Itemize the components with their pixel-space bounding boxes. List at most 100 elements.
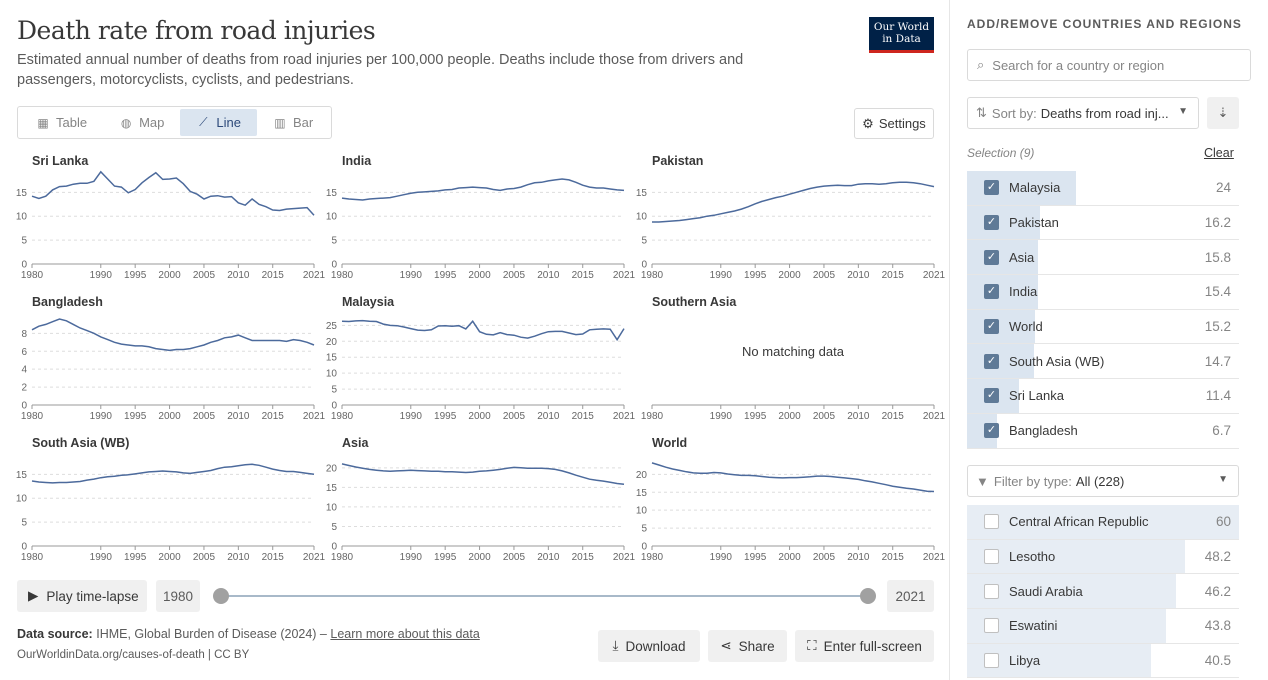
- x-tick-label: 1990: [90, 270, 113, 281]
- panel-title-southern-asia: Southern Asia: [652, 295, 737, 309]
- learn-more-link[interactable]: Learn more about this data: [330, 627, 480, 641]
- entity-value: 48.2: [1204, 549, 1231, 565]
- filter-dropdown[interactable]: ▼ Filter by type: All (228) ▼: [967, 465, 1239, 497]
- settings-button[interactable]: ⚙ Settings: [854, 108, 934, 139]
- search-input[interactable]: ⌕ Search for a country or region: [967, 49, 1251, 81]
- tab-map[interactable]: ◍ Map: [103, 109, 180, 136]
- x-tick-label: 1995: [744, 552, 767, 563]
- play-label: Play time-lapse: [46, 588, 139, 604]
- list-item[interactable]: ✓ Asia 15.8: [967, 240, 1239, 276]
- list-item[interactable]: Eswatini 43.8: [967, 609, 1239, 644]
- checkbox[interactable]: ✓: [984, 423, 999, 439]
- list-item[interactable]: ✓ Bangladesh 6.7: [967, 413, 1239, 449]
- list-item[interactable]: Central African Republic 60: [967, 505, 1239, 540]
- y-tick-label: 10: [16, 494, 28, 505]
- share-button[interactable]: ⋖ Share: [708, 630, 787, 662]
- x-tick-label: 2010: [227, 552, 250, 563]
- entity-name: Sri Lanka: [1009, 388, 1064, 404]
- download-button[interactable]: ⤓ Download: [598, 630, 700, 662]
- checkbox[interactable]: ✓: [984, 215, 999, 231]
- x-tick-label: 2000: [778, 411, 801, 422]
- list-item[interactable]: ✓ Sri Lanka 11.4: [967, 379, 1239, 414]
- panel-title-asia: Asia: [342, 436, 369, 450]
- x-tick-label: 2015: [572, 552, 595, 563]
- x-tick-label: 2000: [778, 552, 801, 563]
- end-year-handle[interactable]: [860, 588, 876, 604]
- x-tick-label: 1995: [434, 552, 457, 563]
- panel-heading: ADD/REMOVE COUNTRIES AND REGIONS: [967, 17, 1242, 31]
- entity-selector-panel: ADD/REMOVE COUNTRIES AND REGIONS ⌕ Searc…: [951, 0, 1268, 680]
- play-timelapse-button[interactable]: ▶ Play time-lapse: [17, 580, 147, 612]
- x-tick-label: 2021: [923, 411, 946, 422]
- x-tick-label: 1980: [21, 552, 44, 563]
- sort-dropdown[interactable]: ⇅ Sort by: Deaths from road inj... ▼: [967, 97, 1199, 129]
- x-tick-label: 2021: [303, 270, 326, 281]
- x-tick-label: 2015: [572, 270, 595, 281]
- x-tick-label: 2010: [227, 411, 250, 422]
- series-line-india: [341, 178, 625, 201]
- checkbox[interactable]: [984, 653, 999, 669]
- checkbox[interactable]: ✓: [984, 284, 999, 300]
- x-tick-label: 1990: [90, 552, 113, 563]
- y-tick-label: 8: [21, 329, 27, 340]
- entity-value: 24: [1215, 180, 1231, 196]
- list-item[interactable]: Saudi Arabia 46.2: [967, 574, 1239, 610]
- x-tick-label: 2000: [158, 270, 181, 281]
- y-tick-label: 5: [21, 518, 27, 529]
- x-tick-label: 2010: [227, 270, 250, 281]
- data-source: Data source: IHME, Global Burden of Dise…: [17, 627, 480, 641]
- checkbox[interactable]: ✓: [984, 319, 999, 335]
- y-tick-label: 0: [21, 260, 27, 271]
- clear-selection-link[interactable]: Clear: [1204, 146, 1234, 160]
- value-bar: [967, 344, 1034, 379]
- y-tick-label: 5: [21, 236, 27, 247]
- x-tick-label: 2021: [303, 411, 326, 422]
- download-icon: ⤓: [612, 638, 619, 653]
- panel-title-world: World: [652, 436, 687, 450]
- x-tick-label: 1990: [400, 411, 423, 422]
- fullscreen-button[interactable]: ⛶ Enter full-screen: [795, 630, 934, 662]
- checkbox[interactable]: [984, 549, 999, 565]
- owid-logo[interactable]: Our World in Data: [869, 17, 934, 53]
- x-tick-label: 1990: [90, 411, 113, 422]
- y-tick-label: 6: [21, 347, 27, 358]
- tab-bar-label: Bar: [292, 115, 314, 130]
- series-line-pakistan: [652, 181, 935, 223]
- list-item[interactable]: ✓ Pakistan 16.2: [967, 205, 1239, 241]
- selected-list: ✓ Malaysia 24 ✓ Pakistan 16.2 ✓ Asia 15.8 ✓ India 1…: [967, 171, 1239, 449]
- list-item[interactable]: Lesotho 48.2: [967, 539, 1239, 575]
- checkbox[interactable]: ✓: [984, 180, 999, 196]
- list-item[interactable]: ✓ World 15.2: [967, 309, 1239, 345]
- x-tick-label: 2015: [882, 411, 905, 422]
- x-tick-label: 2005: [503, 270, 526, 281]
- list-item[interactable]: ✓ South Asia (WB) 14.7: [967, 344, 1239, 380]
- checkbox[interactable]: [984, 618, 999, 634]
- checkbox[interactable]: ✓: [984, 353, 999, 369]
- x-tick-label: 2015: [882, 552, 905, 563]
- globe-icon: ◍: [120, 115, 132, 130]
- checkbox[interactable]: ✓: [984, 249, 999, 265]
- tab-line[interactable]: ⟋ Line: [180, 109, 257, 136]
- list-item[interactable]: ✓ India 15.4: [967, 275, 1239, 310]
- checkbox[interactable]: ✓: [984, 388, 999, 404]
- filter-value: All (228): [1075, 473, 1125, 489]
- timeline-track[interactable]: [221, 595, 868, 597]
- tab-table[interactable]: ▦ Table: [20, 109, 103, 136]
- sort-order-button[interactable]: ⇣: [1207, 97, 1239, 129]
- list-item[interactable]: ✓ Malaysia 24: [967, 171, 1239, 206]
- x-tick-label: 2005: [193, 411, 216, 422]
- x-tick-label: 2000: [158, 552, 181, 563]
- checkbox[interactable]: [984, 583, 999, 599]
- search-placeholder: Search for a country or region: [992, 57, 1165, 73]
- chart-subtitle: Estimated annual number of deaths from r…: [17, 52, 744, 88]
- start-year-handle[interactable]: [213, 588, 229, 604]
- settings-label: Settings: [878, 116, 926, 131]
- value-bar: [967, 505, 1239, 539]
- tab-bar[interactable]: ▥ Bar: [257, 109, 329, 136]
- share-label: Share: [738, 638, 775, 654]
- list-item[interactable]: Libya 40.5: [967, 643, 1239, 679]
- panel-title-south-asia-wb-: South Asia (WB): [32, 436, 129, 450]
- checkbox[interactable]: [984, 514, 999, 530]
- logo-line-2: in Data: [882, 33, 921, 45]
- selection-count: Selection (9): [967, 146, 1035, 160]
